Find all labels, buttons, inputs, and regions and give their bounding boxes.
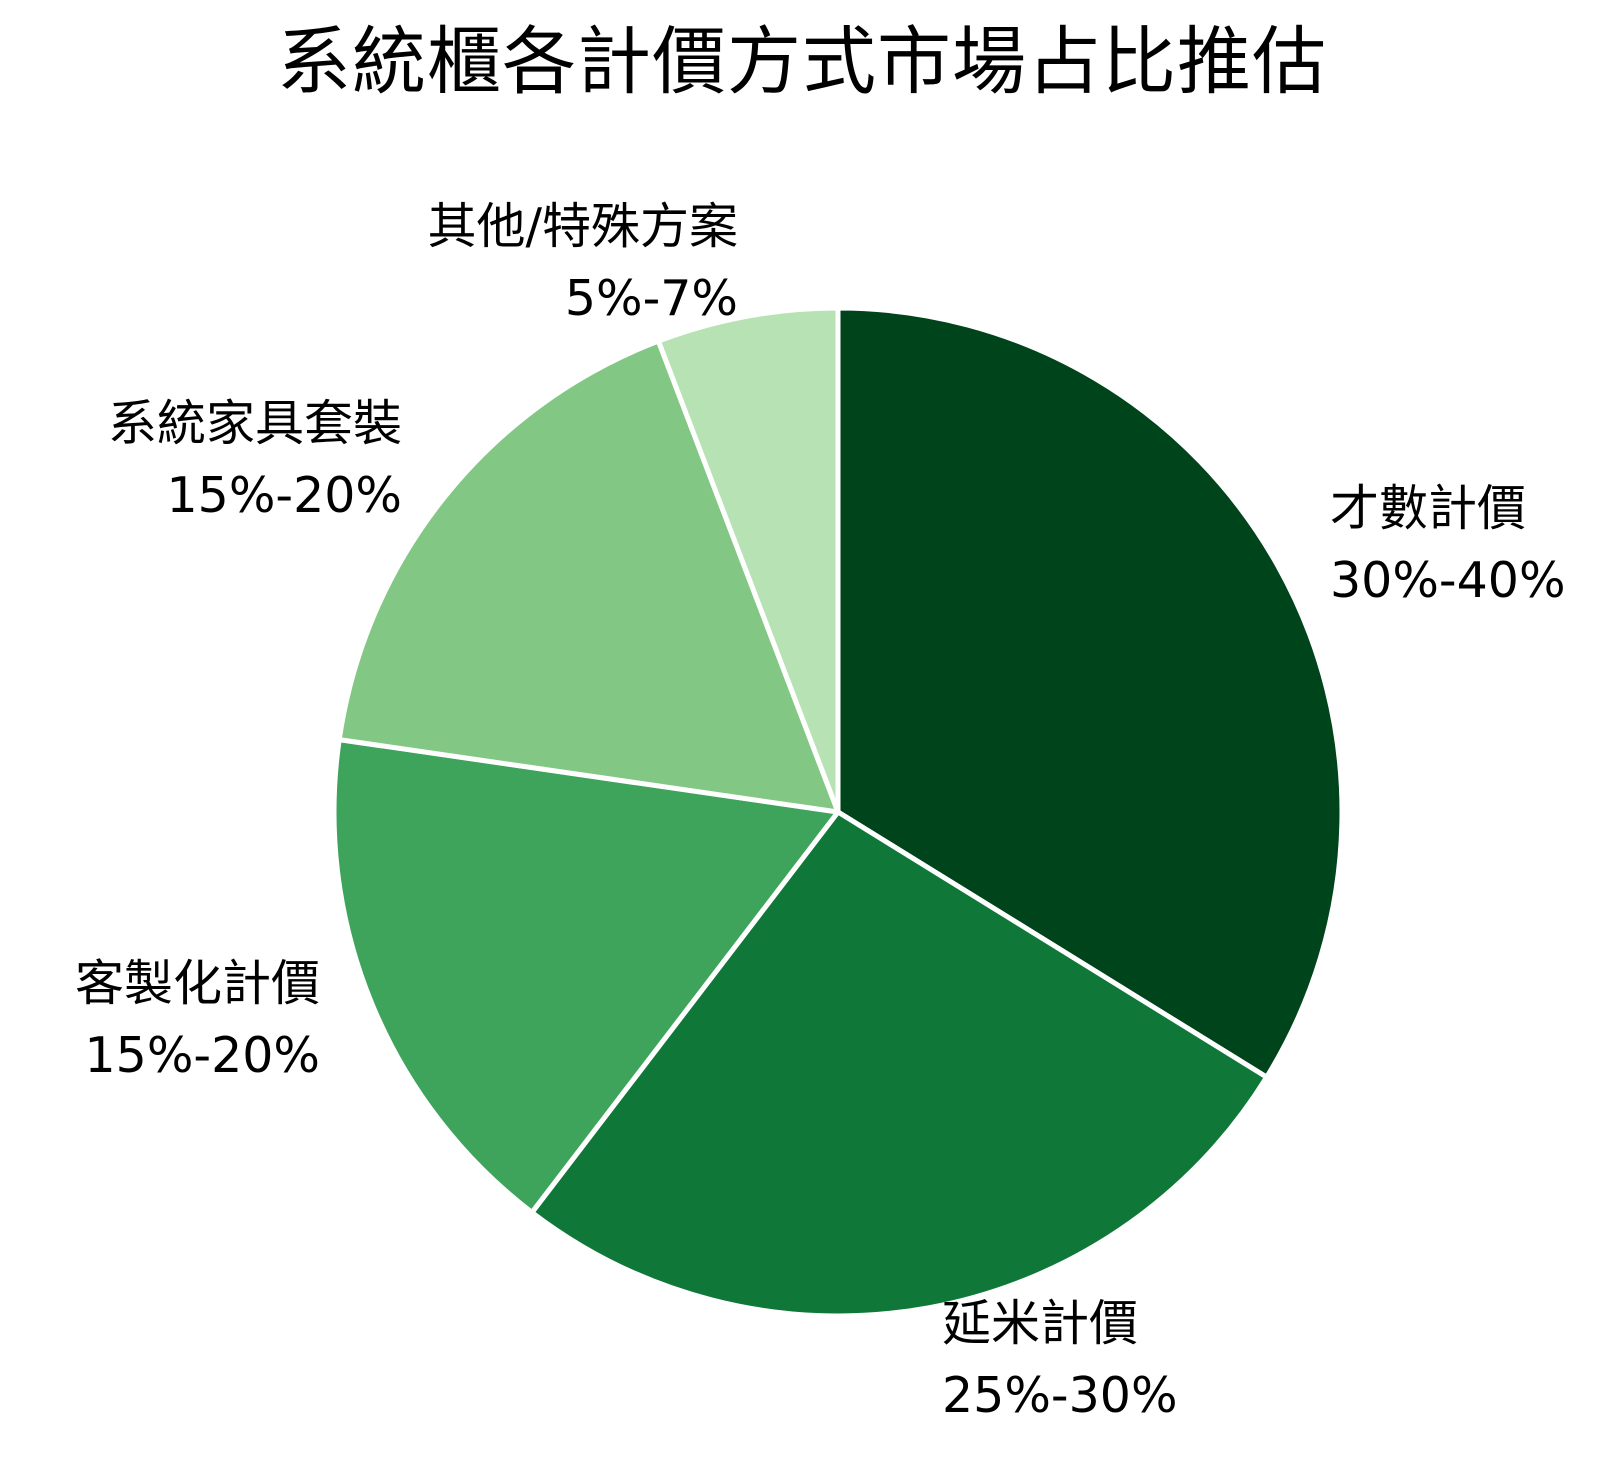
slice-label: 系統家具套裝 [108, 395, 402, 452]
slice-range-label: 15%-20% [166, 467, 402, 524]
chart-title: 系統櫃各計價方式市場占比推估 [277, 19, 1327, 105]
pie-slice [835, 305, 1345, 1080]
pie-slice [529, 809, 1270, 1319]
pie-slice [336, 338, 841, 815]
pie-slices [331, 305, 1345, 1319]
slice-label: 才數計價 [1330, 480, 1526, 537]
pie-slice [655, 305, 841, 815]
slice-label: 客製化計價 [75, 955, 320, 1012]
slice-range-label: 30%-40% [1330, 552, 1566, 609]
slice-range-label: 5%-7% [565, 270, 738, 327]
slice-label: 延米計價 [942, 1295, 1138, 1352]
slice-range-label: 15%-20% [84, 1027, 320, 1084]
slice-range-label: 25%-30% [942, 1367, 1178, 1424]
pie-labels: 才數計價 30%-40% 延米計價 25%-30% 客製化計價 15%-20% 系統家具套裝… [75, 198, 1566, 1424]
slice-label: 其他/特殊方案 [427, 198, 738, 255]
pie-slice [331, 737, 841, 1215]
